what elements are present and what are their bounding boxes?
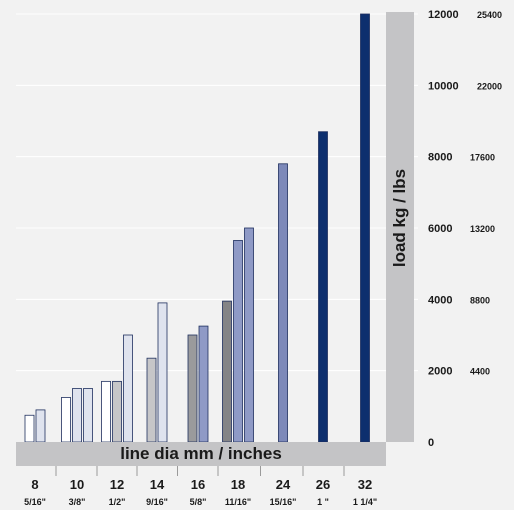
y-tick-label-kg: 8000 [428, 152, 452, 164]
y-axis-label: load kg / lbs [390, 168, 409, 268]
y-tick-label-kg: 0 [428, 437, 434, 449]
x-tick-label-mm: 24 [276, 477, 291, 492]
y-tick-label-lbs: 17600 [470, 153, 495, 163]
x-tick-label-inch: 5/16" [24, 497, 46, 507]
y-tick-label-lbs: 22000 [477, 81, 502, 91]
bar [112, 380, 122, 443]
bar [83, 388, 93, 443]
bar [146, 357, 157, 443]
x-axis-label: line dia mm / inches [120, 444, 282, 463]
bar [157, 302, 168, 443]
bar [187, 334, 198, 443]
bar [198, 325, 209, 443]
bar [101, 380, 111, 443]
y-tick-label-kg: 6000 [428, 223, 452, 235]
x-tick-label-mm: 12 [110, 477, 124, 492]
x-tick-label-inch: 1 1/4" [353, 497, 377, 507]
x-tick-label-inch: 5/8" [190, 497, 207, 507]
x-tick-label-inch: 1 " [317, 497, 329, 507]
y-tick-label-kg: 2000 [428, 366, 452, 378]
bar [360, 13, 370, 443]
bar [244, 227, 254, 443]
x-tick-label-inch: 15/16" [270, 497, 297, 507]
x-tick-label-mm: 16 [191, 477, 205, 492]
y-tick-label-lbs: 4400 [470, 367, 490, 377]
x-tick-label-mm: 32 [358, 477, 372, 492]
x-tick-label-inch: 9/16" [146, 497, 168, 507]
y-axis-label-band [386, 12, 414, 442]
x-axis-label-band [16, 442, 386, 466]
bar [61, 397, 71, 443]
x-tick-label-mm: 8 [31, 477, 38, 492]
y-tick-label-kg: 10000 [428, 80, 459, 92]
bar [318, 131, 328, 443]
x-tick-label-inch: 11/16" [225, 497, 251, 507]
bar [72, 388, 82, 443]
bar [233, 240, 243, 443]
y-tick-label-lbs: 13200 [470, 224, 495, 234]
y-tick-label-kg: 12000 [428, 9, 459, 21]
x-tick-label-mm: 18 [231, 477, 245, 492]
x-tick-label-mm: 26 [316, 477, 330, 492]
bar [35, 409, 46, 443]
bar [222, 300, 232, 443]
y-tick-label-lbs: 8800 [470, 295, 490, 305]
y-tick-label-kg: 4000 [428, 294, 452, 306]
x-tick-label-inch: 3/8" [69, 497, 86, 507]
x-tick-label-mm: 10 [70, 477, 84, 492]
y-tick-label-lbs: 25400 [477, 10, 502, 20]
x-tick-label-mm: 14 [150, 477, 165, 492]
x-tick-label-inch: 1/2" [109, 497, 126, 507]
bar [278, 163, 288, 443]
bar [24, 414, 35, 443]
bar [123, 334, 133, 443]
